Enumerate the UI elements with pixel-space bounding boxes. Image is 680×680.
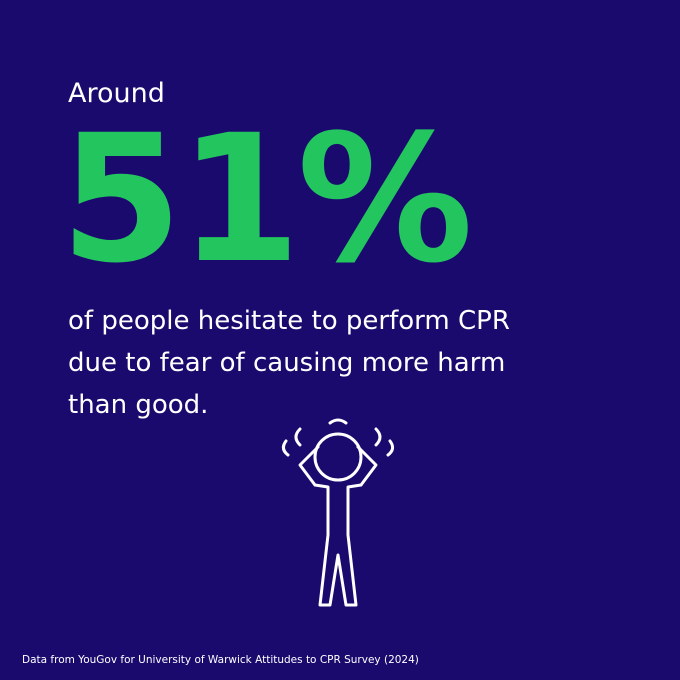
body-line: due to fear of causing more harm: [68, 348, 506, 378]
body-line: than good.: [68, 390, 209, 420]
source-note: Data from YouGov for University of Warwi…: [22, 654, 419, 666]
body-text: of people hesitate to perform CPR due to…: [68, 300, 510, 426]
statistic: 51%: [60, 97, 473, 302]
intro: Around: [68, 78, 165, 109]
stressed-figure-icon: [281, 418, 395, 607]
body-line: of people hesitate to perform CPR: [68, 306, 510, 336]
